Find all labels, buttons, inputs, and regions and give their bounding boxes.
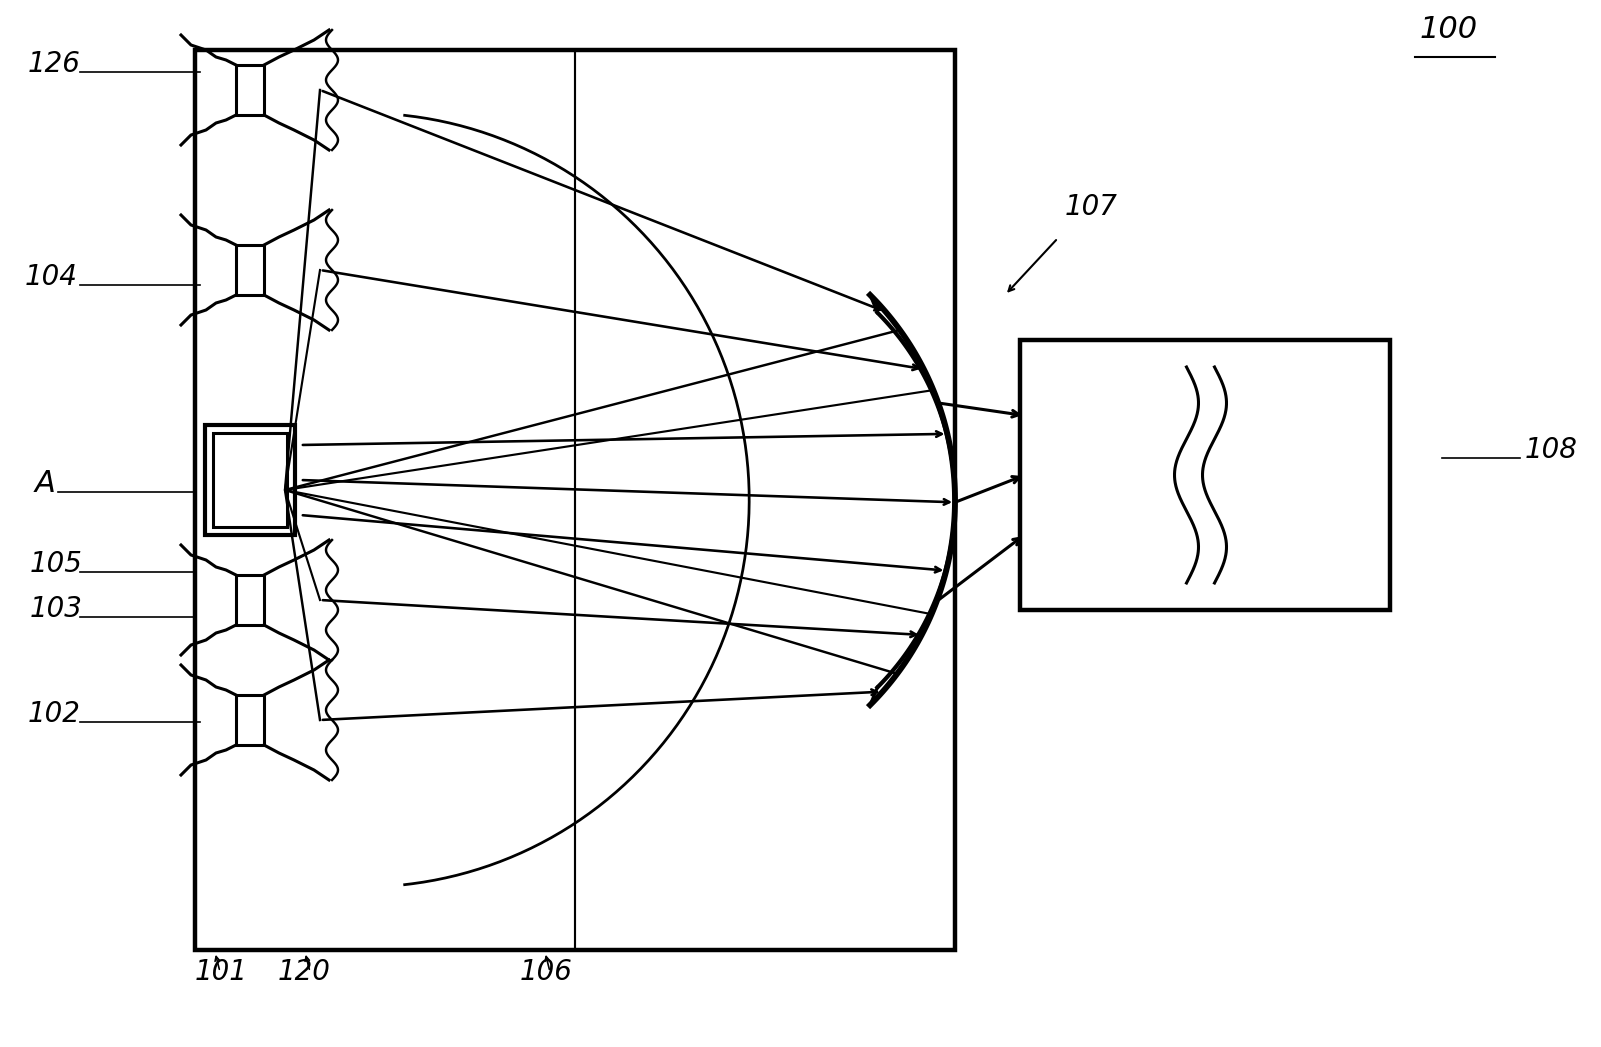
Text: 108: 108 xyxy=(1526,436,1579,464)
Text: 106: 106 xyxy=(520,958,573,986)
Text: 105: 105 xyxy=(30,550,83,578)
Text: 102: 102 xyxy=(27,700,82,728)
Text: 100: 100 xyxy=(1420,15,1478,44)
Text: 120: 120 xyxy=(279,958,331,986)
Text: 101: 101 xyxy=(195,958,248,986)
Text: A: A xyxy=(35,469,56,498)
Text: 107: 107 xyxy=(1065,193,1117,221)
Text: 104: 104 xyxy=(26,263,78,291)
Text: 103: 103 xyxy=(30,595,83,623)
Text: 126: 126 xyxy=(27,50,82,77)
